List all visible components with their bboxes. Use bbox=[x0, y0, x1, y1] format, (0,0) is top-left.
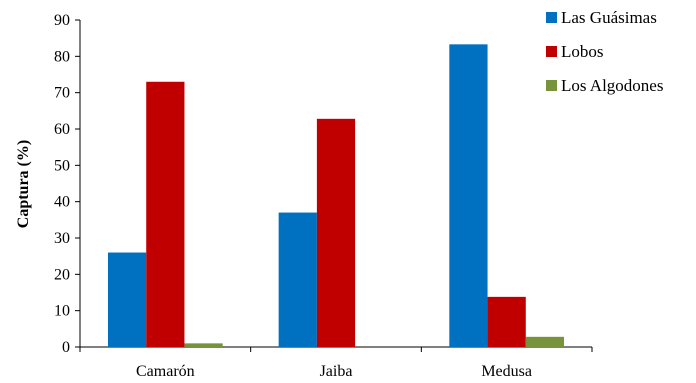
y-tick-label: 10 bbox=[54, 303, 70, 320]
bar-las-gu-simas-jaiba bbox=[278, 212, 317, 347]
y-tick-label: 30 bbox=[54, 230, 70, 247]
x-tick-label: Camarón bbox=[136, 363, 195, 380]
bar-los-algodones-medusa bbox=[525, 336, 565, 347]
bar-las-gu-simas-camar-n bbox=[107, 252, 147, 347]
x-tick-label: Jaiba bbox=[320, 363, 353, 380]
legend-swatch bbox=[546, 12, 557, 23]
bar-lobos-jaiba bbox=[316, 118, 356, 348]
x-axis: Camarón Jaiba Medusa bbox=[79, 346, 593, 380]
y-tick-label: 60 bbox=[54, 121, 70, 138]
y-tick-label: 90 bbox=[54, 12, 70, 29]
y-tick-label: 50 bbox=[54, 157, 70, 174]
legend-label: Los Algodones bbox=[561, 76, 663, 95]
bar-lobos-camar-n bbox=[146, 81, 185, 348]
bars bbox=[107, 44, 565, 348]
legend: Las Guásimas Lobos Los Algodones bbox=[546, 8, 663, 95]
legend-label: Las Guásimas bbox=[561, 8, 657, 27]
y-axis-title: Captura (%) bbox=[15, 140, 32, 228]
y-tick-label: 40 bbox=[54, 194, 70, 211]
legend-swatch bbox=[546, 80, 557, 91]
legend-swatch bbox=[546, 46, 557, 57]
bar-lobos-medusa bbox=[487, 296, 526, 347]
y-tick-label: 80 bbox=[54, 48, 70, 65]
legend-label: Lobos bbox=[561, 42, 604, 61]
bar-las-gu-simas-medusa bbox=[449, 44, 488, 348]
y-axis: 0 10 20 30 40 50 60 70 80 90 bbox=[54, 12, 81, 356]
y-tick-label: 0 bbox=[62, 339, 70, 356]
bar-los-algodones-camar-n bbox=[184, 343, 223, 347]
x-tick-label: Medusa bbox=[481, 363, 532, 380]
y-tick-label: 70 bbox=[54, 85, 70, 102]
y-tick-label: 20 bbox=[54, 266, 70, 283]
